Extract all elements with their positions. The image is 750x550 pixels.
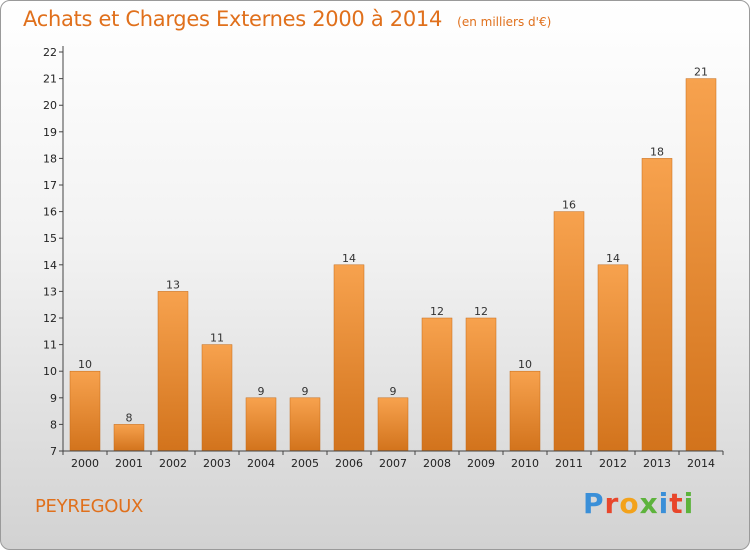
- x-tick-label-2004: 2004: [247, 457, 275, 470]
- data-label-2003: 11: [210, 332, 224, 345]
- x-tick-label-2011: 2011: [555, 457, 583, 470]
- bar-2007: [377, 397, 409, 452]
- y-tick-label: 20: [43, 99, 57, 112]
- logo-letter: i: [683, 487, 695, 520]
- logo-letter: t: [669, 487, 684, 520]
- data-label-2009: 12: [474, 305, 488, 318]
- data-label-2013: 18: [650, 145, 664, 158]
- data-label-2010: 10: [518, 358, 532, 371]
- x-tick-label-2005: 2005: [291, 457, 319, 470]
- commune-name: PEYREGOUX: [35, 496, 144, 517]
- x-tick-label-2001: 2001: [115, 457, 143, 470]
- logo-letter: o: [619, 487, 640, 520]
- y-tick-label: 13: [43, 285, 57, 298]
- bar-2013: [641, 158, 673, 452]
- logo-letter: x: [639, 487, 659, 520]
- y-tick-label: 16: [43, 206, 57, 219]
- y-tick-label: 8: [50, 418, 57, 431]
- y-tick-label: 18: [43, 152, 57, 165]
- axes-layer: 7 8 9 10 11 12 13 14 15 16 17 18 19 20 21 22 2000 2001 200…: [43, 46, 724, 470]
- y-tick-label: 22: [43, 46, 57, 59]
- logo-letter: P: [583, 487, 605, 520]
- bars-layer: 10 8 13 11 9 9 14 9 12 12 10 16 14 18 21: [69, 66, 717, 452]
- data-label-2000: 10: [78, 358, 92, 371]
- title-block: Achats et Charges Externes 2000 à 2014 (…: [23, 7, 551, 31]
- y-tick-label: 15: [43, 232, 57, 245]
- bar-2010: [509, 370, 541, 452]
- x-tick-label-2014: 2014: [687, 457, 715, 470]
- bar-2008: [421, 317, 453, 452]
- bar-2002: [157, 291, 189, 452]
- bar-2014: [685, 78, 717, 452]
- data-label-2002: 13: [166, 278, 180, 291]
- x-tick-label-2013: 2013: [643, 457, 671, 470]
- data-label-2012: 14: [606, 252, 620, 265]
- y-tick-label: 7: [50, 445, 57, 458]
- proxiti-logo: Proxiti: [583, 487, 694, 520]
- x-tick-label-2008: 2008: [423, 457, 451, 470]
- bar-2005: [289, 397, 321, 452]
- bar-2006: [333, 264, 365, 452]
- x-tick-label-2009: 2009: [467, 457, 495, 470]
- y-tick-label: 12: [43, 312, 57, 325]
- data-label-2007: 9: [390, 385, 397, 398]
- x-tick-label-2010: 2010: [511, 457, 539, 470]
- logo-letter: r: [604, 487, 620, 520]
- bar-2001: [113, 424, 145, 452]
- bar-2011: [553, 211, 585, 452]
- y-tick-label: 21: [43, 73, 57, 86]
- bar-2009: [465, 317, 497, 452]
- bar-2012: [597, 264, 629, 452]
- bar-2003: [201, 344, 233, 452]
- bar-2000: [69, 370, 101, 452]
- chart-subtitle: (en milliers d'€): [457, 15, 552, 29]
- x-tick-label-2002: 2002: [159, 457, 187, 470]
- data-label-2006: 14: [342, 252, 356, 265]
- logo-letter: i: [658, 487, 670, 520]
- data-label-2014: 21: [694, 66, 708, 79]
- x-tick-label-2000: 2000: [71, 457, 99, 470]
- y-tick-label: 9: [50, 392, 57, 405]
- x-tick-label-2006: 2006: [335, 457, 363, 470]
- data-label-2011: 16: [562, 199, 576, 212]
- y-tick-label: 19: [43, 126, 57, 139]
- data-label-2008: 12: [430, 305, 444, 318]
- x-tick-label-2012: 2012: [599, 457, 627, 470]
- data-label-2004: 9: [258, 385, 265, 398]
- y-tick-label: 10: [43, 365, 57, 378]
- y-tick-label: 14: [43, 259, 57, 272]
- bar-2004: [245, 397, 277, 452]
- chart-title: Achats et Charges Externes 2000 à 2014: [23, 7, 443, 31]
- data-label-2001: 8: [126, 411, 133, 424]
- x-tick-label-2003: 2003: [203, 457, 231, 470]
- y-tick-label: 11: [43, 339, 57, 352]
- x-tick-label-2007: 2007: [379, 457, 407, 470]
- data-label-2005: 9: [302, 385, 309, 398]
- y-tick-label: 17: [43, 179, 57, 192]
